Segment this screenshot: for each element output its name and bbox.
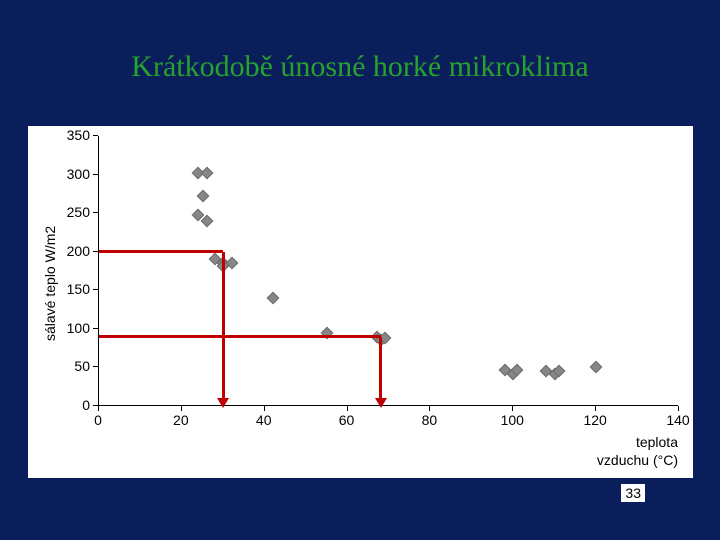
x-tick: 20	[161, 412, 201, 428]
annotation-line	[99, 335, 381, 338]
slide-title: Krátkodobě únosné horké mikroklima	[0, 50, 720, 84]
data-point	[267, 292, 280, 305]
arrowhead-icon	[217, 398, 229, 408]
x-axis-label-1: teplota	[578, 434, 678, 450]
x-tick: 40	[244, 412, 284, 428]
y-tick: 0	[28, 397, 90, 413]
y-tick: 350	[28, 127, 90, 143]
page-number: 33	[621, 484, 645, 502]
x-tick: 60	[327, 412, 367, 428]
y-tick: 100	[28, 320, 90, 336]
data-point	[590, 361, 603, 374]
plot-area	[98, 136, 678, 406]
x-tick: 0	[78, 412, 118, 428]
y-tick: 200	[28, 243, 90, 259]
y-tick: 250	[28, 204, 90, 220]
x-axis-label-2: vzduchu (°C)	[578, 452, 678, 468]
x-tick: 140	[658, 412, 698, 428]
x-tick: 120	[575, 412, 615, 428]
x-tick: 80	[409, 412, 449, 428]
annotation-line	[222, 252, 225, 398]
data-point	[200, 167, 213, 180]
annotation-line	[379, 337, 382, 398]
annotation-line	[99, 250, 223, 253]
slide: Krátkodobě únosné horké mikroklima sálav…	[0, 0, 720, 540]
arrowhead-icon	[375, 398, 387, 408]
y-tick: 150	[28, 281, 90, 297]
y-tick: 50	[28, 358, 90, 374]
data-point	[196, 190, 209, 203]
y-tick: 300	[28, 166, 90, 182]
x-tick: 100	[492, 412, 532, 428]
chart-panel: sálavé teplo W/m2 teplota vzduchu (°C) 0…	[28, 126, 693, 478]
